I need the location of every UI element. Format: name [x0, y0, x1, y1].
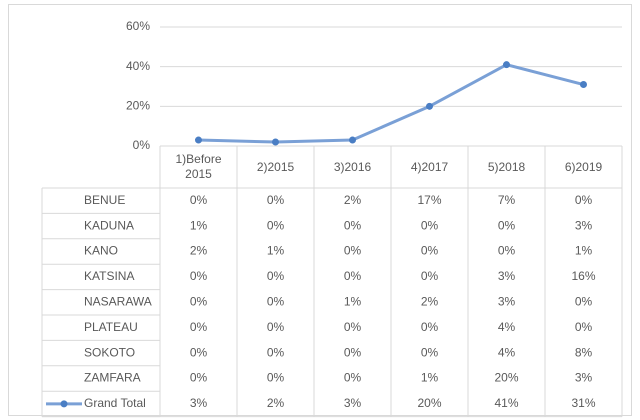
- table-cell: 1%: [575, 244, 593, 258]
- row-label: PLATEAU: [84, 320, 138, 334]
- x-tick-label: 5)2018: [487, 159, 526, 174]
- table-cell: 1%: [190, 218, 208, 232]
- table-cell: 1%: [267, 244, 285, 258]
- legend-marker: [60, 400, 68, 408]
- table-cell: 3%: [190, 396, 208, 410]
- row-label: NASARAWA: [84, 294, 152, 308]
- data-point: [426, 102, 433, 110]
- table-cell: 20%: [417, 396, 441, 410]
- table-cell: 0%: [421, 269, 439, 283]
- table-cell: 8%: [575, 345, 593, 359]
- table-cell: 0%: [344, 345, 362, 359]
- category-header: 1)Before 2015: [175, 152, 222, 181]
- table-cell: 3%: [575, 371, 593, 385]
- row-label: BENUE: [84, 193, 125, 207]
- table-cell: 0%: [344, 244, 362, 258]
- table-cell: 0%: [190, 345, 208, 359]
- table-cell: 0%: [267, 371, 285, 385]
- x-tick-label: 2)2015: [256, 159, 295, 174]
- x-tick-label: 6)2019: [564, 159, 603, 174]
- data-point: [349, 136, 356, 144]
- y-tick-label: 0%: [133, 138, 151, 152]
- category-header: 5)2018: [487, 159, 526, 174]
- category-header: 3)2016: [333, 159, 372, 174]
- table-cell: 7%: [498, 193, 516, 207]
- data-point: [580, 81, 587, 89]
- data-point: [503, 61, 510, 69]
- table-cell: 0%: [498, 244, 516, 258]
- row-label: SOKOTO: [84, 345, 135, 359]
- table-cell: 0%: [421, 345, 439, 359]
- table-cell: 0%: [575, 294, 593, 308]
- table-cell: 20%: [494, 371, 518, 385]
- y-tick-label: 20%: [126, 99, 150, 113]
- table-cell: 0%: [190, 371, 208, 385]
- table-cell: 0%: [267, 294, 285, 308]
- table-cell: 16%: [571, 269, 595, 283]
- row-label: ZAMFARA: [84, 371, 141, 385]
- table-cell: 0%: [421, 320, 439, 334]
- table-cell: 4%: [498, 345, 516, 359]
- table-cell: 0%: [575, 320, 593, 334]
- legend-label: Grand Total: [84, 396, 146, 410]
- table-cell: 4%: [498, 320, 516, 334]
- table-cell: 17%: [417, 193, 441, 207]
- x-tick-label: 1)Before 2015: [175, 152, 222, 181]
- table-cell: 0%: [421, 218, 439, 232]
- x-tick-label: 3)2016: [333, 159, 372, 174]
- table-cell: 0%: [344, 371, 362, 385]
- table-cell: 0%: [267, 193, 285, 207]
- series-line: [198, 63, 584, 144]
- table-cell: 0%: [575, 193, 593, 207]
- table-cell: 3%: [498, 294, 516, 308]
- table-cell: 0%: [267, 345, 285, 359]
- y-tick-label: 60%: [126, 19, 150, 33]
- data-point: [272, 138, 279, 146]
- category-header: 4)2017: [410, 159, 449, 174]
- table-cell: 1%: [421, 371, 439, 385]
- table-cell: 0%: [344, 218, 362, 232]
- table-cell: 1%: [344, 294, 362, 308]
- table-cell: 0%: [267, 218, 285, 232]
- chart-border: [8, 4, 632, 416]
- table-cell: 31%: [571, 396, 595, 410]
- table-cell: 2%: [421, 294, 439, 308]
- y-tick-label: 40%: [126, 59, 150, 73]
- row-label: KANO: [84, 244, 118, 258]
- table-cell: 2%: [344, 193, 362, 207]
- table-cell: 0%: [344, 320, 362, 334]
- row-label: KADUNA: [84, 218, 134, 232]
- table-cell: 0%: [267, 320, 285, 334]
- table-cell: 0%: [498, 218, 516, 232]
- table-cell: 3%: [498, 269, 516, 283]
- table-cell: 0%: [190, 294, 208, 308]
- table-cell: 3%: [575, 218, 593, 232]
- table-cell: 41%: [494, 396, 518, 410]
- table-cell: 3%: [344, 396, 362, 410]
- table-cell: 0%: [190, 269, 208, 283]
- table-cell: 0%: [190, 193, 208, 207]
- table-cell: 2%: [190, 244, 208, 258]
- row-label: KATSINA: [84, 269, 134, 283]
- table-cell: 0%: [190, 320, 208, 334]
- category-header: 6)2019: [564, 159, 603, 174]
- data-point: [195, 136, 202, 144]
- x-tick-label: 4)2017: [410, 159, 449, 174]
- table-cell: 0%: [421, 244, 439, 258]
- table-cell: 2%: [267, 396, 285, 410]
- category-header: 2)2015: [256, 159, 295, 174]
- table-cell: 0%: [267, 269, 285, 283]
- table-cell: 0%: [344, 269, 362, 283]
